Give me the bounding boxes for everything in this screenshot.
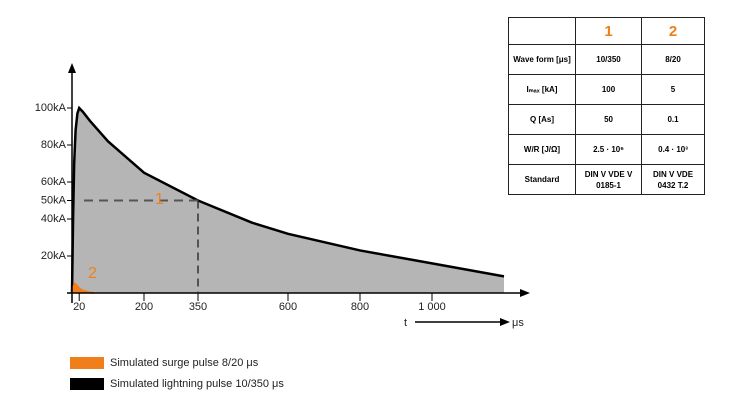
legend-swatch — [70, 357, 104, 369]
y-tick-label: 50kA — [41, 194, 67, 206]
table-cell: DIN V VDE 0432 T.2 — [641, 164, 705, 195]
x-tick-label: 1 000 — [418, 301, 446, 313]
table-cell: Standard — [508, 164, 576, 195]
annotation: 1 — [155, 191, 164, 208]
table-row: Q [As] 50 0.1 — [508, 104, 705, 135]
x-tick-label: 20 — [73, 301, 85, 313]
table-cell: 8/20 — [641, 44, 705, 75]
x-axis-arrow — [520, 289, 530, 297]
line — [70, 105, 505, 294]
x-tick-label: 600 — [279, 301, 297, 313]
table-cell: Q [As] — [508, 104, 576, 135]
x-axis-unit: μs — [512, 317, 524, 329]
table-cell: 10/350 — [574, 44, 643, 75]
table-cell: 100 — [574, 74, 643, 105]
y-tick-label: 100kA — [35, 102, 67, 114]
table-cell: Wave form [μs] — [508, 44, 576, 75]
x-tick-label: 800 — [351, 301, 369, 313]
table-cell: 5 — [641, 74, 705, 105]
y-axis-arrow — [68, 63, 76, 73]
data-table: 1 2 Wave form [μs] 10/350 8/20 Iₘₐₓ [kA] 100 5 Q… — [508, 17, 705, 195]
y-tick-label: 60kA — [41, 176, 67, 188]
legend-swatch — [70, 378, 104, 390]
table-cell: DIN V VDE V 0185-1 — [574, 164, 643, 195]
table-row: W/R [J/Ω] 2.5 · 10⁶ 0.4 · 10³ — [508, 134, 705, 165]
annotation: 2 — [88, 265, 97, 282]
table-row: Standard DIN V VDE V 0185-1 DIN V VDE 0432… — [508, 164, 705, 195]
y-tick-label: 80kA — [41, 139, 67, 151]
table-cell: W/R [J/Ω] — [508, 134, 576, 165]
table-cell: 1 — [574, 17, 643, 45]
table-cell: 2.5 · 10⁶ — [574, 134, 643, 165]
table-cell: 0.4 · 10³ — [641, 134, 705, 165]
area-fill — [72, 283, 94, 293]
table-cell: 2 — [641, 17, 705, 45]
y-tick-label: 40kA — [41, 213, 67, 225]
line — [71, 282, 94, 294]
x-tick-label: 200 — [135, 301, 153, 313]
legend-label: Simulated surge pulse 8/20 μs — [110, 357, 259, 369]
table-cell — [508, 17, 576, 45]
table-cell: Iₘₐₓ [kA] — [508, 74, 576, 105]
legend-label: Simulated lightning pulse 10/350 μs — [110, 378, 284, 390]
x-tick-label: 350 — [189, 301, 207, 313]
table-cell: 50 — [574, 104, 643, 135]
arrow-head — [500, 318, 510, 326]
x-axis-label: t — [404, 317, 407, 329]
table-cell: 0.1 — [641, 104, 705, 135]
area-fill — [72, 108, 504, 293]
table-row: Iₘₐₓ [kA] 100 5 — [508, 74, 705, 105]
y-tick-label: 20kA — [41, 250, 67, 262]
table-row: Wave form [μs] 10/350 8/20 — [508, 44, 705, 75]
